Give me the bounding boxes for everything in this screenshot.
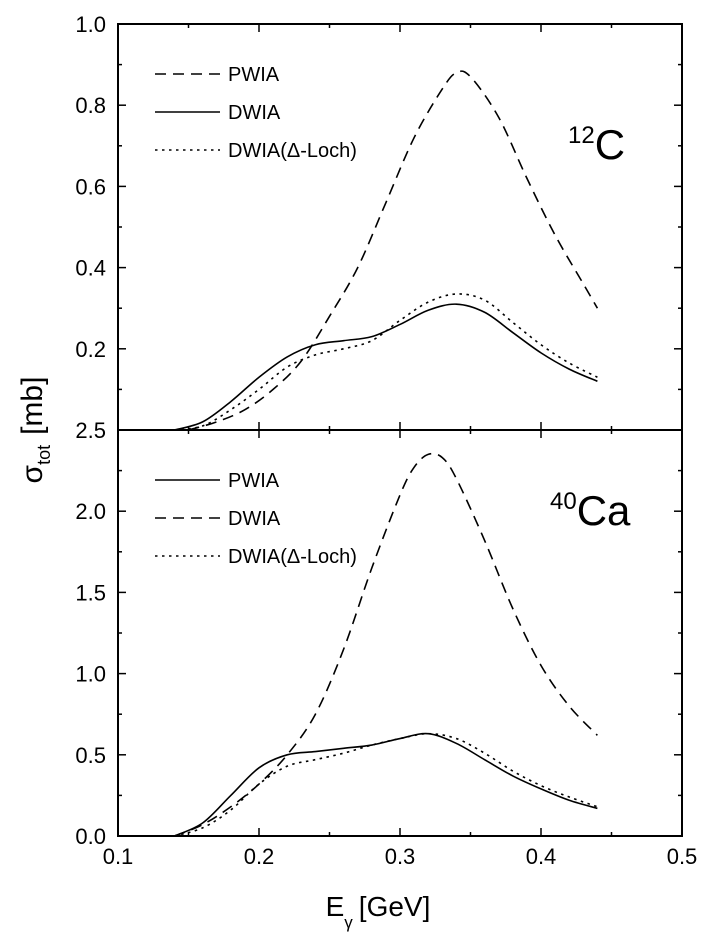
- series-line-dashed: [174, 452, 598, 837]
- nucleus-label: 12C: [568, 121, 625, 168]
- y-tick-label: 0.6: [75, 174, 106, 199]
- x-tick-label: 0.2: [244, 844, 275, 869]
- y-tick-label: 0.8: [75, 93, 106, 118]
- y-axis-title: σtot [mb]: [16, 377, 54, 484]
- series-line-solid: [174, 732, 598, 837]
- series-line-dotted: [174, 732, 598, 837]
- y-tick-label: 2.0: [75, 499, 106, 524]
- svg-text:Eγ[GeV]: Eγ [GeV]: [326, 891, 431, 932]
- y-tick-label: 1.5: [75, 580, 106, 605]
- legend-label: DWIA(Δ-Loch): [228, 140, 357, 162]
- series-line-dashed: [188, 70, 599, 431]
- y-tick-label: 0.0: [75, 824, 106, 849]
- legend-label: DWIA: [228, 102, 281, 124]
- y-axis-title-symbol: σ: [16, 464, 49, 483]
- panel-top: 0.2 0.4 0.6 0.8 1.0 PWIA DWIA DWIA(Δ-Loch) 12C: [75, 12, 683, 431]
- x-axis-title-subscript: γ: [344, 913, 353, 932]
- y-tick-label: 2.5: [75, 418, 106, 443]
- y-tick-label: 0.2: [75, 337, 106, 362]
- panel-bottom: 0.0 0.5 1.0 1.5 2.0 2.5 0.1 0.2 0.3 0.4 0.5 PWIA DWI…: [75, 418, 697, 869]
- chart-panels: 0.20.40.60.81.0PWIADWIADWIA(Δ-Loch)12C0.…: [75, 12, 697, 869]
- x-tick-label: 0.1: [103, 844, 134, 869]
- plot-frame: [117, 23, 683, 431]
- y-axis-title-unit: [mb]: [16, 377, 49, 435]
- x-axis-title-unit: [GeV]: [359, 891, 431, 922]
- x-tick-label: 0.4: [526, 844, 557, 869]
- nucleus-symbol: C: [595, 121, 625, 168]
- nucleus-mass-number: 40: [550, 488, 577, 515]
- svg-text:σtot[mb]: σtot [mb]: [16, 377, 54, 484]
- legend-label: PWIA: [228, 470, 280, 492]
- x-tick-label: 0.3: [385, 844, 416, 869]
- legend-label: DWIA: [228, 508, 281, 530]
- nucleus-label: 40Ca: [550, 487, 631, 534]
- series-line-solid: [174, 303, 598, 431]
- y-tick-label: 0.5: [75, 743, 106, 768]
- legend-label: DWIA(Δ-Loch): [228, 546, 357, 568]
- series-line-dotted: [174, 293, 598, 431]
- nucleus-mass-number: 12: [568, 122, 595, 149]
- legend-label: PWIA: [228, 64, 280, 86]
- y-tick-label: 0.4: [75, 256, 106, 281]
- x-tick-label: 0.5: [667, 844, 698, 869]
- y-axis-title-subscript: tot: [34, 445, 54, 465]
- y-tick-label: 1.0: [75, 662, 106, 687]
- nucleus-symbol: Ca: [577, 487, 631, 534]
- y-tick-label: 1.0: [75, 12, 106, 37]
- x-axis-title: Eγ [GeV]: [326, 891, 431, 932]
- x-axis-title-symbol: E: [326, 891, 345, 922]
